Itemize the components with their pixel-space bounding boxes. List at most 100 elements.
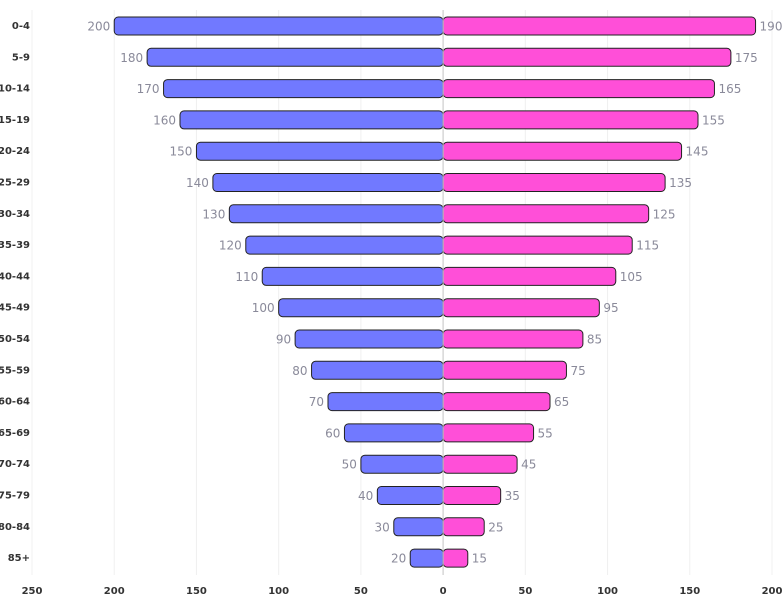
value-label: 50 — [342, 458, 357, 472]
bar — [442, 486, 502, 505]
bar — [442, 47, 732, 67]
bar — [360, 454, 444, 474]
bar — [113, 16, 444, 36]
value-label: 125 — [653, 207, 676, 221]
value-label: 200 — [87, 20, 110, 34]
bar — [261, 266, 444, 286]
bar — [442, 392, 551, 412]
value-label: 60 — [325, 426, 340, 440]
x-tick-label: 200 — [104, 586, 125, 597]
value-label: 80 — [292, 364, 307, 378]
value-label: 20 — [391, 552, 406, 566]
value-label: 150 — [170, 145, 193, 159]
category-label: 50-54 — [0, 334, 30, 345]
value-label: 75 — [570, 364, 585, 378]
value-label: 105 — [620, 270, 643, 284]
value-label: 45 — [521, 458, 536, 472]
category-label: 40-44 — [0, 271, 30, 282]
bar — [442, 329, 584, 349]
value-label: 35 — [505, 489, 520, 503]
bar — [228, 204, 444, 224]
bar — [442, 517, 485, 537]
value-label: 140 — [186, 176, 209, 190]
category-label: 55-59 — [0, 365, 30, 376]
value-label: 170 — [137, 82, 160, 96]
x-tick-label: 50 — [518, 586, 532, 597]
bar — [179, 110, 444, 130]
value-label: 175 — [735, 51, 758, 65]
bar — [442, 360, 567, 380]
bar — [442, 204, 650, 224]
value-label: 120 — [219, 239, 242, 253]
value-label: 115 — [636, 239, 659, 253]
category-label: 0-4 — [12, 21, 30, 32]
x-tick-label: 0 — [440, 586, 447, 597]
bar — [163, 79, 444, 99]
category-label: 20-24 — [0, 146, 30, 157]
bar — [278, 298, 444, 318]
value-label: 155 — [702, 113, 725, 127]
value-label: 70 — [309, 395, 324, 409]
category-label: 15-19 — [0, 115, 30, 126]
bar — [245, 235, 444, 255]
bar — [442, 16, 757, 36]
category-label: 45-49 — [0, 303, 30, 314]
value-label: 95 — [603, 301, 618, 315]
value-label: 130 — [202, 207, 225, 221]
value-label: 85 — [587, 333, 602, 347]
value-label: 90 — [276, 333, 291, 347]
bar — [442, 548, 469, 568]
bar — [442, 235, 633, 255]
value-label: 165 — [718, 82, 741, 96]
category-label: 70-74 — [0, 459, 30, 470]
category-label: 25-29 — [0, 178, 30, 189]
bar — [442, 298, 600, 318]
x-tick-label: 150 — [679, 586, 700, 597]
value-label: 110 — [235, 270, 258, 284]
value-label: 55 — [538, 426, 553, 440]
value-label: 15 — [472, 552, 487, 566]
bar — [311, 360, 444, 380]
category-label: 65-69 — [0, 428, 30, 439]
x-tick-label: 200 — [762, 586, 783, 597]
bar — [393, 517, 444, 537]
value-label: 145 — [686, 145, 709, 159]
value-label: 135 — [669, 176, 692, 190]
category-label: 80-84 — [0, 522, 30, 533]
bar — [442, 79, 715, 99]
bar — [442, 454, 518, 474]
value-label: 65 — [554, 395, 569, 409]
value-label: 40 — [358, 489, 373, 503]
bar — [146, 47, 444, 67]
value-label: 25 — [488, 520, 503, 534]
x-tick-label: 100 — [268, 586, 289, 597]
bar — [442, 141, 683, 161]
bar — [442, 266, 617, 286]
value-label: 160 — [153, 113, 176, 127]
category-label: 75-79 — [0, 491, 30, 502]
value-label: 100 — [252, 301, 275, 315]
bar — [442, 173, 666, 192]
bar — [327, 392, 444, 412]
bar — [343, 423, 444, 443]
category-label: 60-64 — [0, 397, 30, 408]
x-tick-label: 100 — [597, 586, 618, 597]
x-tick-label: 50 — [354, 586, 368, 597]
category-label: 30-34 — [0, 209, 30, 220]
x-tick-label: 250 — [22, 586, 43, 597]
category-label: 5-9 — [12, 52, 30, 63]
bar — [195, 141, 444, 161]
value-label: 190 — [760, 20, 783, 34]
category-label: 85+ — [8, 553, 30, 564]
bar — [294, 329, 444, 349]
bar — [442, 110, 699, 130]
value-label: 180 — [120, 51, 143, 65]
x-tick-label: 150 — [186, 586, 207, 597]
bar — [409, 548, 444, 568]
bar — [376, 486, 444, 505]
value-label: 30 — [374, 520, 389, 534]
category-label: 10-14 — [0, 84, 30, 95]
bar — [212, 173, 444, 192]
